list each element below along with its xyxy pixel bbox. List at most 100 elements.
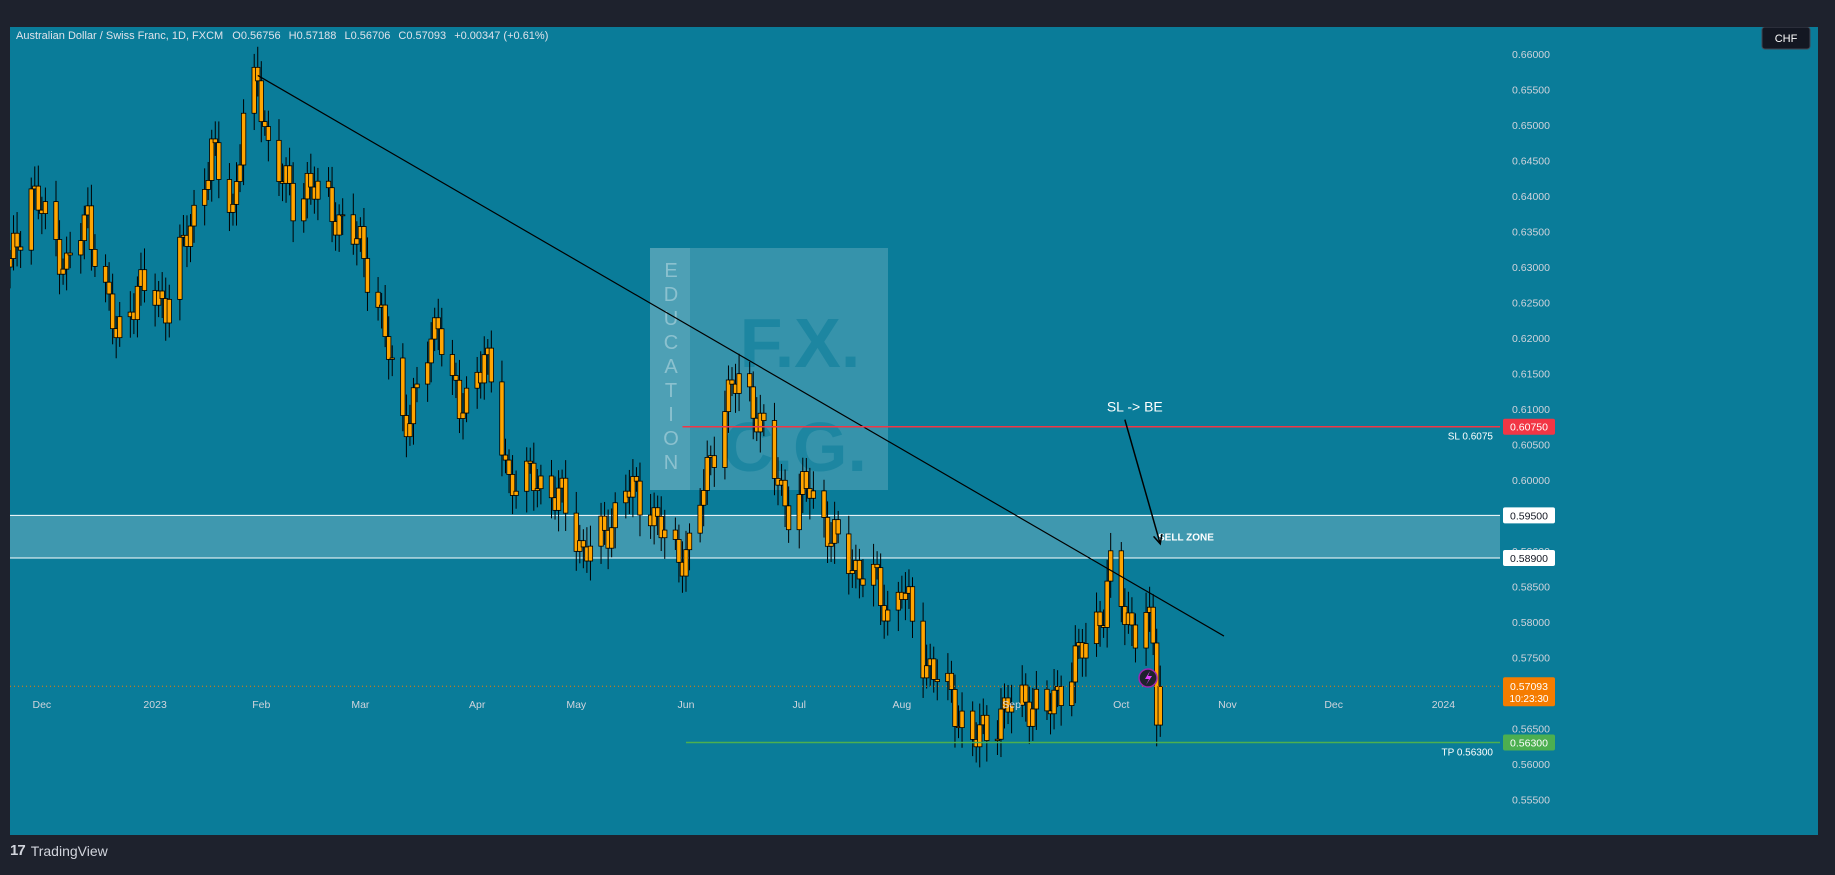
candle <box>1072 625 1078 704</box>
candle-body <box>258 80 264 123</box>
candle-body <box>1129 612 1135 626</box>
price-badge <box>1503 507 1555 524</box>
watermark-strip <box>650 248 690 490</box>
candle-body <box>803 471 809 489</box>
candle <box>102 254 109 303</box>
candle <box>984 705 990 762</box>
price-badge-label: 0.60750 <box>1510 422 1548 434</box>
candle <box>187 214 194 263</box>
candle-body <box>697 504 703 534</box>
candle <box>141 248 148 303</box>
price-axis[interactable]: 0.66000 0.65500 0.65000 0.64500 0.64000 0.635… <box>1503 49 1555 806</box>
candle-body <box>28 188 34 251</box>
time-axis[interactable]: Dec 2023 Feb Mar Apr May Jun Jul Aug Sep Oct Nov Dec… <box>33 699 1456 711</box>
candle-body <box>902 592 909 600</box>
candle-body <box>771 420 778 479</box>
candle-body <box>824 517 831 547</box>
currency-label[interactable]: CHF <box>1775 33 1798 45</box>
candle <box>548 459 555 519</box>
candle <box>994 720 1001 755</box>
candle-body <box>573 512 579 552</box>
candle-body <box>1097 611 1103 626</box>
candle <box>1143 592 1149 666</box>
open-label: O <box>232 30 241 42</box>
candle-body <box>456 379 463 419</box>
y-tick-label: 0.57500 <box>1512 652 1550 664</box>
lightning-icon[interactable] <box>1138 668 1158 688</box>
candle-body <box>548 475 555 499</box>
candle <box>658 496 664 551</box>
candle-body <box>78 240 84 256</box>
candle <box>527 447 533 474</box>
candle <box>364 237 371 311</box>
candle <box>410 377 417 445</box>
candle <box>456 359 463 434</box>
candle-body <box>361 226 367 259</box>
countdown-timer: 10:23:30 <box>1510 694 1549 705</box>
candle <box>499 360 505 477</box>
candle <box>885 590 891 636</box>
candle <box>856 548 863 599</box>
candle-body <box>64 252 70 270</box>
candle-body <box>1150 606 1156 644</box>
candle-body <box>336 214 342 236</box>
candle <box>835 510 841 544</box>
candle <box>655 495 661 535</box>
candle-body <box>212 138 218 144</box>
candle-body <box>885 609 891 622</box>
candle-body <box>453 375 459 381</box>
candle <box>895 581 901 632</box>
y-tick-label: 0.58000 <box>1512 617 1550 629</box>
candle <box>301 183 307 233</box>
candle <box>531 442 537 511</box>
candle <box>931 646 937 693</box>
candle-body <box>506 459 512 475</box>
candle <box>53 180 59 257</box>
candle-body <box>1157 686 1163 726</box>
candle-body <box>237 164 243 182</box>
x-tick-label: Jul <box>793 699 806 711</box>
candle <box>67 231 73 269</box>
x-tick-label: Jun <box>678 699 695 711</box>
candle-body <box>449 354 455 376</box>
x-tick-label: Oct <box>1113 699 1129 711</box>
candle <box>612 492 618 549</box>
candle <box>389 345 395 377</box>
candle-body <box>205 180 211 190</box>
tradingview-logo[interactable]: 17 TradingView <box>10 842 108 859</box>
candle-body <box>1083 643 1089 659</box>
candle <box>354 221 360 266</box>
candle <box>761 404 767 437</box>
candle <box>701 469 707 527</box>
candle-body <box>67 252 73 256</box>
currency-button[interactable]: CHF <box>1761 27 1811 50</box>
watermark-line1: F.X. <box>740 304 861 382</box>
candle <box>697 488 703 543</box>
x-tick-label: Dec <box>1324 699 1343 711</box>
candle <box>1104 559 1110 648</box>
candle <box>237 144 243 193</box>
candle-body <box>325 180 332 189</box>
candle-body <box>407 423 413 438</box>
candle-body <box>1104 580 1110 628</box>
y-tick-label: 0.65500 <box>1512 85 1550 97</box>
chart-frame[interactable]: E D U C A T I O N F.X. C.G. SELL ZONE SL 0.6075 TP … <box>10 27 1818 835</box>
candle-body <box>580 540 586 548</box>
candle <box>453 362 459 399</box>
candle-body <box>216 142 222 180</box>
candle <box>1157 665 1163 737</box>
svg-text:Australian Dollar / Swiss Fran: Australian Dollar / Swiss Franc, 1D, FXC… <box>16 30 548 42</box>
candle-body <box>655 507 661 517</box>
candle <box>166 284 172 338</box>
candle-body <box>1030 708 1036 727</box>
candle-body <box>555 487 562 511</box>
watermark-letter: T <box>665 380 677 402</box>
candle <box>81 205 87 260</box>
candle <box>587 525 594 581</box>
candle-body <box>42 201 48 214</box>
candle <box>824 501 831 564</box>
x-tick-label: Apr <box>469 699 486 711</box>
candle-body <box>736 373 742 394</box>
candle <box>725 365 732 433</box>
